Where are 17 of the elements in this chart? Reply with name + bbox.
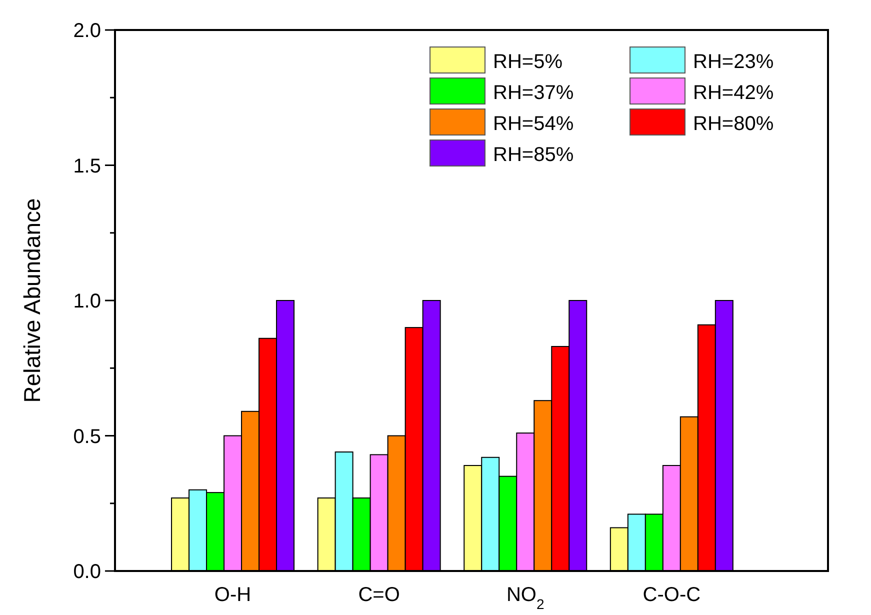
legend-label: RH=37%: [493, 82, 574, 104]
legend-label: RH=5%: [493, 51, 563, 73]
legend-label: RH=85%: [493, 144, 574, 166]
x-tick-label: C=O: [358, 584, 400, 606]
y-tick-label: 1.0: [73, 290, 101, 312]
y-tick-label: 2.0: [73, 20, 101, 42]
legend-label: RH=54%: [493, 113, 574, 135]
legend-label: RH=80%: [693, 113, 774, 135]
legend-label: RH=42%: [693, 82, 774, 104]
legend-label: RH=23%: [693, 51, 774, 73]
x-tick-label: O-H: [214, 584, 252, 606]
y-axis-title: Relative Abundance: [19, 198, 45, 403]
y-tick-label: 1.5: [73, 155, 101, 178]
x-tick-label: NO$_{2}$: [506, 584, 544, 612]
y-tick-label: 0.0: [73, 561, 101, 583]
x-tick-label: C-O-C: [642, 584, 701, 606]
y-tick-label: 0.5: [73, 426, 101, 448]
